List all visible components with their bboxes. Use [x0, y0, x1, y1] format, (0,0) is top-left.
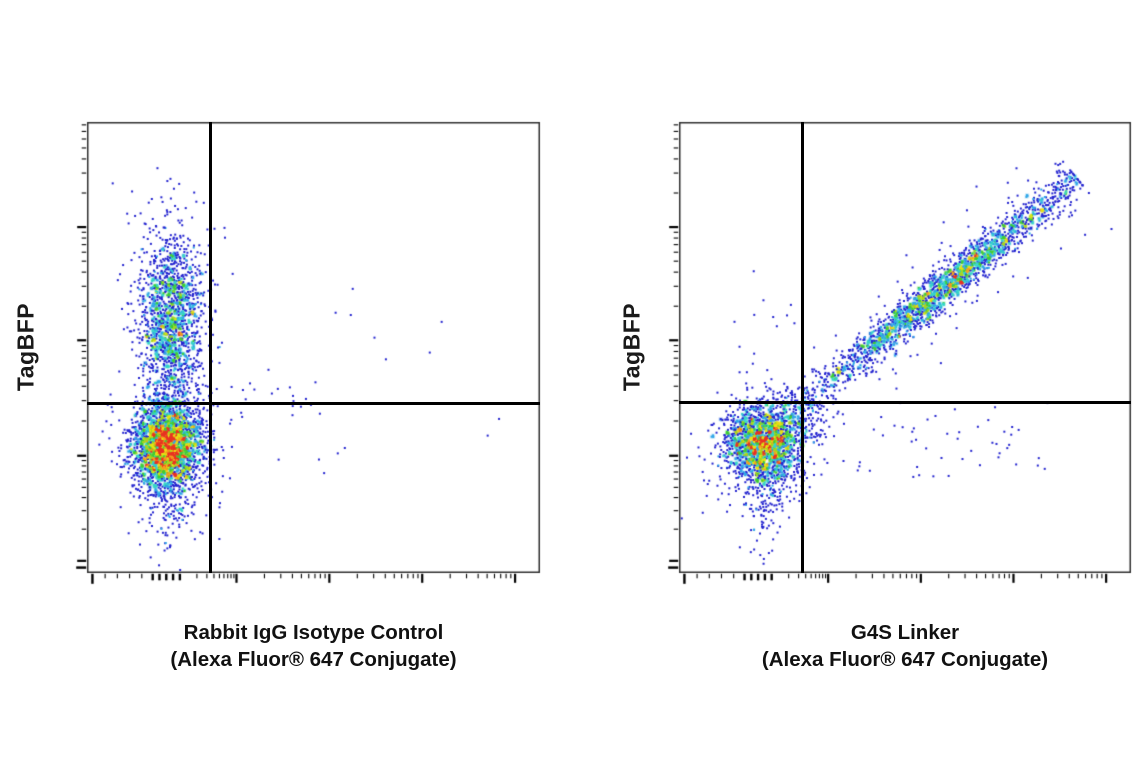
- x-axis-title-isotype-control: Rabbit IgG Isotype Control (Alexa Fluor®…: [87, 619, 540, 673]
- flow-panel-g4s-linker: TagBFP G4S Linker (Alexa Fluor® 647 Conj…: [619, 116, 1135, 671]
- x-axis-title-g4s-linker: G4S Linker (Alexa Fluor® 647 Conjugate): [679, 619, 1131, 673]
- quadrant-gate-vertical-isotype-control[interactable]: [209, 122, 213, 573]
- y-axis-label-g4s-linker: TagBFP: [618, 302, 645, 392]
- x-axis-title-line2: (Alexa Fluor® 647 Conjugate): [170, 648, 457, 671]
- x-axis-title-line1: Rabbit IgG Isotype Control: [183, 621, 444, 644]
- quadrant-gate-vertical-g4s-linker[interactable]: [800, 122, 804, 573]
- scatter-plot-canvas-g4s-linker: [663, 116, 1135, 591]
- flow-panel-isotype-control: TagBFP Rabbit IgG Isotype Control (Alexa…: [13, 116, 544, 671]
- scatter-plot-canvas-isotype-control: [71, 116, 544, 591]
- quadrant-gate-horizontal-isotype-control[interactable]: [87, 402, 540, 406]
- quadrant-gate-horizontal-g4s-linker[interactable]: [679, 401, 1131, 405]
- x-axis-title-line1: G4S Linker: [850, 621, 960, 644]
- x-axis-title-line2: (Alexa Fluor® 647 Conjugate): [761, 648, 1049, 671]
- y-axis-label-isotype-control: TagBFP: [12, 302, 39, 392]
